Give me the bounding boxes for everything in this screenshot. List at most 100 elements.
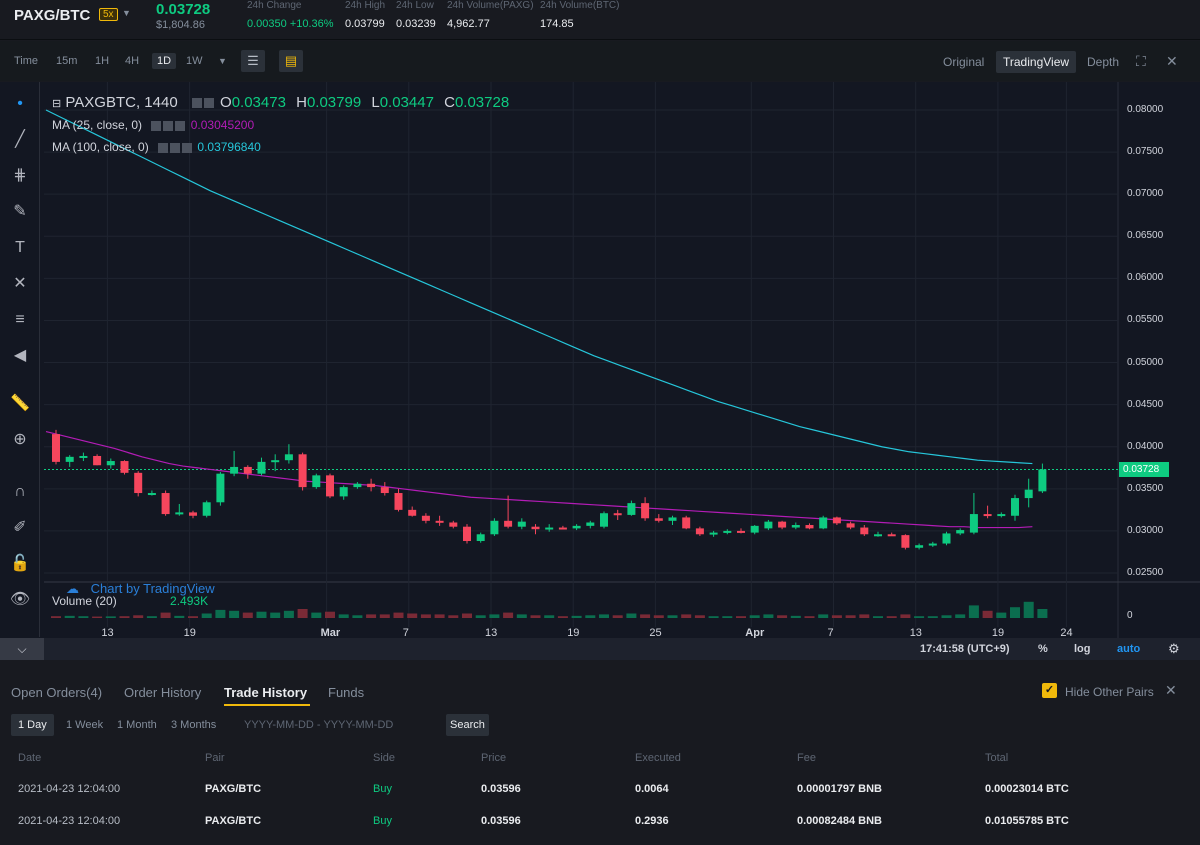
candle-body (641, 503, 650, 519)
interval-1w[interactable]: 1W (186, 55, 203, 67)
volume-bar (777, 615, 788, 618)
eye-toggle-icon[interactable] (191, 98, 202, 109)
back-arrow-icon[interactable]: ◀ (13, 347, 27, 364)
hide-other-pairs-checkbox[interactable]: ✓ (1042, 683, 1057, 698)
watermark-text: Chart by TradingView (90, 581, 215, 596)
range-3-months[interactable]: 3 Months (171, 719, 217, 731)
search-button[interactable]: Search (446, 714, 489, 736)
chart-area[interactable] (0, 82, 1200, 660)
collapse-chart-icon[interactable]: ⌵ (0, 638, 44, 660)
candle-body (942, 533, 951, 544)
ma100-remove-icon[interactable] (182, 142, 193, 153)
fullscreen-icon[interactable]: ⛶ (1136, 53, 1146, 69)
crosshair-icon[interactable]: • (17, 95, 23, 112)
ma25-value: 0.03045200 (190, 118, 255, 132)
range-1-day[interactable]: 1 Day (11, 714, 54, 736)
brush-icon[interactable]: ✎ (13, 203, 27, 220)
hide-other-pairs-label[interactable]: Hide Other Pairs (1065, 685, 1154, 699)
log-scale-toggle[interactable]: log (1074, 643, 1091, 655)
volume-bar (818, 614, 829, 618)
interval-4h[interactable]: 4H (125, 55, 140, 67)
candle-body (654, 518, 663, 521)
interval-more-icon[interactable]: ▼ (218, 56, 227, 66)
view-original[interactable]: Original (943, 55, 985, 69)
candle-body (93, 455, 102, 466)
ma100-value: 0.03796840 (197, 140, 261, 154)
chart-settings-gear-icon[interactable]: ⚙ (1168, 641, 1180, 656)
price-chart[interactable] (0, 82, 1200, 642)
view-depth[interactable]: Depth (1087, 55, 1120, 69)
volume-bar (311, 612, 322, 618)
trend-line-icon[interactable]: ╱ (15, 131, 25, 148)
x-tick-label: 19 (991, 627, 1005, 639)
cell-side: Buy (373, 783, 392, 795)
indicators-icon[interactable]: ▤ (279, 50, 303, 72)
leverage-badge[interactable]: 5x (99, 8, 118, 21)
pencil-lock-icon[interactable]: ✐ (13, 519, 27, 536)
tab-order-history[interactable]: Order History (124, 685, 202, 700)
volume-bar (242, 612, 253, 618)
settings-sliders-icon[interactable]: ☰ (241, 50, 265, 72)
last-price: 0.03728 (156, 1, 211, 18)
fib-icon[interactable]: ⋕ (13, 167, 27, 184)
pair-name[interactable]: PAXG/BTC (14, 7, 91, 24)
pattern-icon[interactable]: ✕ (13, 275, 27, 292)
collapse-legend-icon[interactable]: ⊟ (52, 98, 62, 110)
interval-1h[interactable]: 1H (95, 55, 110, 67)
x-tick-label: 19 (183, 627, 196, 639)
view-tradingview[interactable]: TradingView (996, 51, 1077, 73)
candle-body (517, 521, 526, 527)
tab-open-orders[interactable]: Open Orders(4) (11, 685, 103, 700)
col-price: Price (481, 752, 507, 764)
lock-icon[interactable]: 🔓 (10, 555, 30, 572)
candle-body (572, 525, 581, 529)
eye-icon[interactable]: 👁 (9, 591, 31, 608)
auto-scale-toggle[interactable]: auto (1117, 643, 1141, 655)
ma100-settings-icon[interactable] (170, 142, 181, 153)
ma100-eye-icon[interactable] (158, 142, 169, 153)
interval-15m[interactable]: 15m (56, 55, 78, 67)
candle (956, 528, 965, 536)
range-1-month[interactable]: 1 Month (117, 719, 157, 731)
volume-bar (64, 615, 75, 618)
ma25-settings-icon[interactable] (163, 120, 174, 131)
candle-body (216, 473, 225, 503)
range-1-week[interactable]: 1 Week (66, 719, 104, 731)
ma25-eye-icon[interactable] (151, 120, 162, 131)
candle (832, 516, 841, 526)
volume-bar (859, 614, 870, 618)
volume-bar (557, 616, 568, 618)
volume-bar (133, 615, 144, 618)
candle (600, 511, 608, 529)
y-tick-label: 0.03000 (1127, 524, 1164, 536)
candle-body (339, 487, 348, 497)
percent-scale-toggle[interactable]: % (1038, 643, 1048, 655)
volume-bar (393, 612, 404, 618)
pair-dropdown-icon[interactable]: ▼ (122, 8, 131, 18)
tab-funds[interactable]: Funds (328, 685, 365, 700)
zoom-icon[interactable]: ⊕ (13, 431, 27, 448)
magnet-icon[interactable]: ∩ (14, 483, 26, 500)
interval-time[interactable]: Time (14, 55, 39, 67)
ohlc-h-label: H (296, 94, 307, 111)
ruler-icon[interactable]: 📏 (10, 395, 30, 412)
candle-body (1024, 489, 1033, 499)
interval-1d[interactable]: 1D (152, 53, 177, 69)
settings-toggle-icon[interactable] (203, 98, 214, 109)
ma25-remove-icon[interactable] (175, 120, 186, 131)
candle-body (189, 512, 197, 516)
x-tick-label: 13 (101, 627, 114, 639)
candle (572, 524, 581, 531)
date-range-input[interactable]: YYYY-MM-DD - YYYY-MM-DD (244, 719, 394, 731)
text-icon[interactable]: T (15, 239, 25, 256)
candle-body (709, 532, 718, 535)
candle (764, 519, 773, 531)
panel-close-icon[interactable]: ✕ (1165, 682, 1177, 698)
tab-trade-history[interactable]: Trade History (224, 685, 308, 700)
close-icon[interactable]: ✕ (1166, 53, 1178, 69)
candle-body (915, 545, 924, 548)
candle-body (1038, 469, 1047, 492)
ohlc-h: 0.03799 (306, 94, 362, 111)
prediction-icon[interactable]: ≡ (15, 311, 25, 328)
volume-bar (941, 615, 952, 618)
